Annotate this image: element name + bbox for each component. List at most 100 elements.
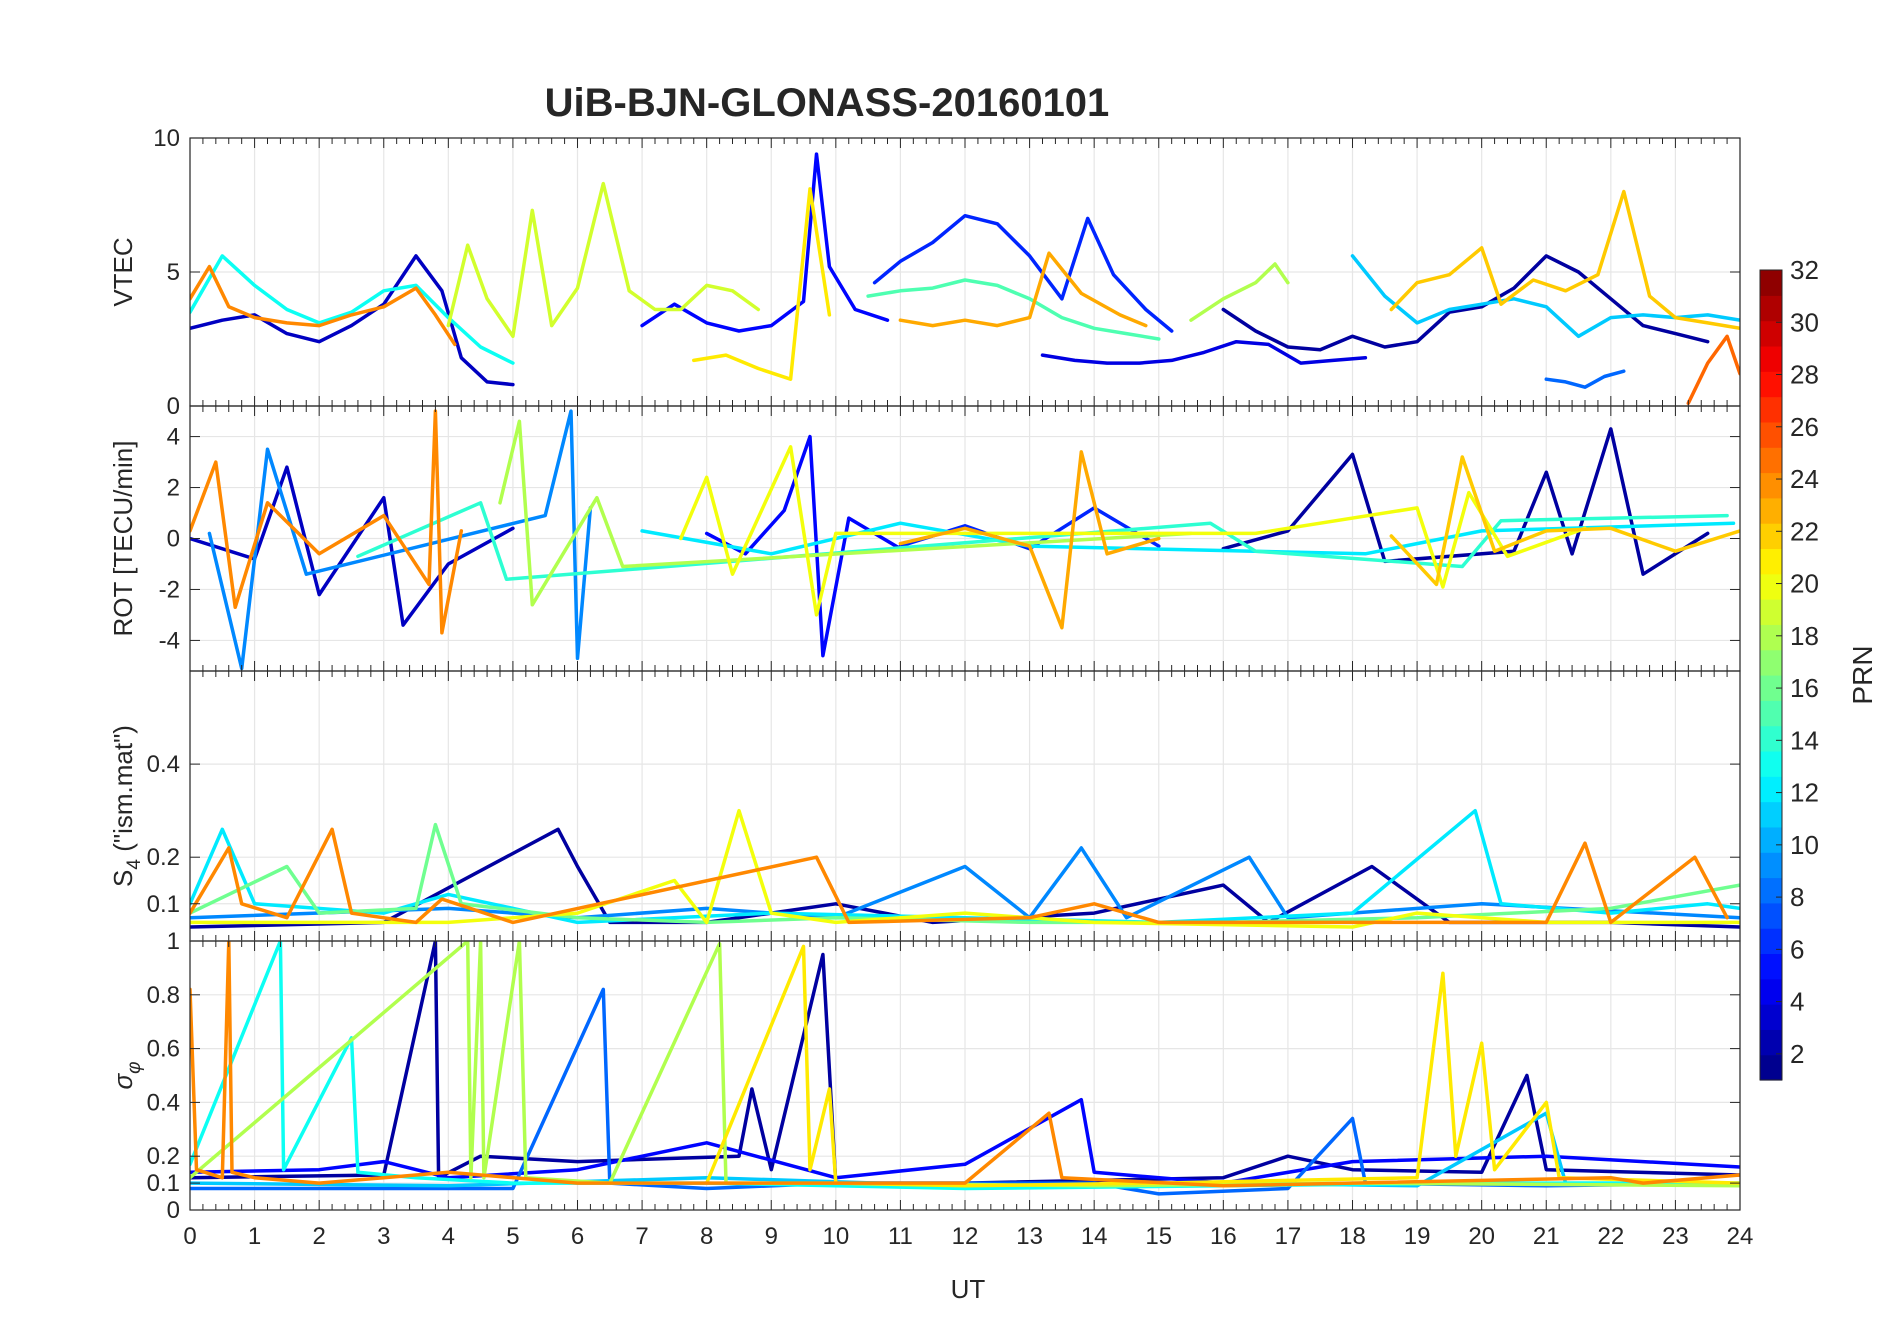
colorbar-tick-label: 6	[1790, 934, 1804, 964]
x-axis: 0 1 2 3 4 5 6 7 8 9 10 11 12 13 14 15 16 17 18 19 20 21 22 23 24	[183, 1223, 1753, 1250]
colorbar-swatch	[1760, 497, 1782, 524]
series-group	[190, 409, 1740, 671]
series-line-prn-25	[1686, 334, 1740, 406]
series-line-prn-22	[1389, 189, 1740, 331]
colorbar-swatch	[1760, 320, 1782, 347]
x-tick-label: 11	[888, 1223, 913, 1250]
x-tick-label: 14	[1081, 1223, 1108, 1250]
panel-4: 00.10.2 0.4 0.6 0.8 1 σφ	[108, 928, 1741, 1224]
x-tick-label: 1	[248, 1223, 261, 1250]
y-tick-label: 0.8	[147, 982, 180, 1009]
series-line-prn-21	[692, 187, 832, 381]
y-axis-label: VTEC	[108, 237, 138, 306]
colorbar-swatch	[1760, 649, 1782, 676]
y-tick-label: 0.2	[147, 1143, 180, 1170]
x-tick-label: 15	[1145, 1223, 1172, 1250]
colorbar-swatch	[1760, 902, 1782, 929]
colorbar-swatch	[1760, 801, 1782, 828]
colorbar-swatch	[1760, 447, 1782, 474]
colorbar-tick-label: 32	[1790, 255, 1819, 285]
panel-1: 0 5 10 VTEC	[108, 125, 1741, 420]
colorbar-tick-label: 20	[1790, 569, 1819, 599]
x-tick-label: 24	[1727, 1223, 1754, 1250]
y-tick-label: 1	[167, 928, 180, 955]
y-tick-label: 0.4	[147, 751, 180, 778]
series-line-prn-24	[190, 264, 457, 347]
colorbar-swatch	[1760, 396, 1782, 423]
colorbar-swatch	[1760, 750, 1782, 777]
colorbar-tick-label: 2	[1790, 1039, 1804, 1069]
colorbar-swatch	[1760, 624, 1782, 651]
series-line-prn-15	[866, 278, 1161, 341]
x-tick-label: 2	[312, 1223, 325, 1250]
series-line-prn-5	[640, 152, 890, 333]
series-line-prn-5	[704, 434, 903, 658]
x-tick-label: 22	[1597, 1223, 1624, 1250]
colorbar-tick-label: 12	[1790, 778, 1819, 808]
x-tick-label: 5	[506, 1223, 519, 1250]
y-axis-label: ROT [TECU/min]	[108, 441, 138, 637]
series-line-prn-2	[190, 827, 1740, 929]
colorbar-swatch	[1760, 776, 1782, 803]
x-axis-label: UT	[951, 1274, 986, 1304]
y-tick-label: 0.6	[147, 1036, 180, 1063]
series-line-prn-14	[356, 501, 1729, 582]
y-tick-label: 0	[167, 393, 180, 420]
colorbar-tick-label: 14	[1790, 725, 1819, 755]
x-tick-label: 17	[1275, 1223, 1302, 1250]
y-axis-label: S4 ("ism.mat")	[108, 725, 145, 887]
colorbar-border	[1759, 269, 1783, 1081]
series-line-prn-6	[872, 213, 1174, 333]
y-tick-label: 2	[167, 475, 180, 502]
colorbar-swatch	[1760, 928, 1782, 955]
colorbar-tick-label: 16	[1790, 673, 1819, 703]
colorbar-swatch	[1760, 345, 1782, 372]
colorbar-swatch	[1760, 599, 1782, 625]
colorbar-tick-label: 22	[1790, 516, 1819, 546]
series-line-prn-23	[898, 251, 1148, 328]
colorbar-swatch	[1760, 852, 1782, 879]
colorbar-swatch	[1760, 1054, 1782, 1081]
y-tick-label: 0.1	[147, 1170, 180, 1197]
colorbar-swatch	[1760, 548, 1782, 575]
x-tick-label: 18	[1339, 1223, 1366, 1250]
x-tick-label: 0	[183, 1223, 196, 1250]
x-tick-label: 20	[1468, 1223, 1495, 1250]
x-tick-label: 23	[1662, 1223, 1689, 1250]
series-line-prn-13	[190, 254, 515, 365]
x-tick-label: 21	[1533, 1223, 1560, 1250]
series-line-prn-8	[1544, 369, 1626, 389]
y-tick-label: 0	[167, 1197, 180, 1224]
y-tick-label: -2	[159, 576, 180, 603]
series-line-prn-22	[1389, 455, 1740, 587]
series-line-prn-24	[190, 941, 1740, 1188]
series-line-prn-18	[1189, 262, 1290, 322]
x-tick-label: 7	[635, 1223, 648, 1250]
series-group	[190, 808, 1740, 929]
x-tick-label: 16	[1210, 1223, 1237, 1250]
colorbar-swatch	[1760, 472, 1782, 499]
y-tick-label: 5	[167, 259, 180, 286]
colorbar-swatch	[1760, 421, 1782, 448]
y-tick-label: 0.2	[147, 844, 180, 871]
series-line-prn-9	[207, 409, 593, 671]
series-line-prn-21	[704, 944, 1740, 1188]
colorbar-tick-label: 28	[1790, 360, 1819, 390]
colorbar-swatch	[1760, 1029, 1782, 1056]
y-tick-label: -4	[159, 627, 180, 654]
series-line-prn-23	[898, 450, 1161, 630]
x-tick-label: 3	[377, 1223, 390, 1250]
colorbar-swatch	[1760, 953, 1782, 980]
series-line-prn-3	[190, 254, 515, 387]
series-group	[190, 941, 1740, 1196]
series-line-prn-18	[498, 419, 1193, 607]
x-tick-label: 8	[700, 1223, 713, 1250]
y-axis-label: σφ	[108, 1061, 145, 1089]
colorbar-swatch	[1760, 877, 1782, 904]
x-tick-label: 9	[765, 1223, 778, 1250]
colorbar-swatch	[1760, 725, 1782, 752]
colorbar-label: PRN	[1847, 645, 1878, 704]
